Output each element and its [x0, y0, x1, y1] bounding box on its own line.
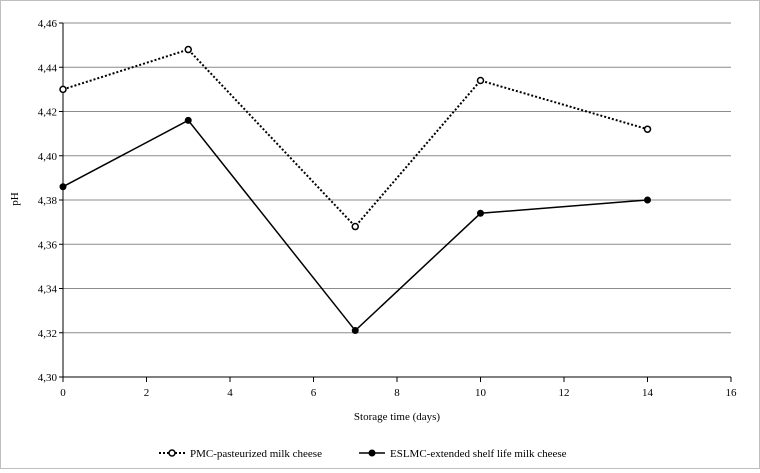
data-point-pmc: [351, 222, 359, 231]
x-tick-label: 2: [144, 387, 150, 399]
data-point-pmc: [643, 125, 652, 133]
y-tick-label: 4,44: [38, 62, 58, 74]
y-tick-labels: 4,30 4,32 4,34 4,36 4,38 4,40 4,42 4,44 4,46: [38, 18, 58, 384]
gridlines: [63, 22, 731, 334]
y-tick-label: 4,40: [38, 151, 58, 163]
legend-label-pmc: PMC-pasteurized milk cheese: [190, 448, 322, 460]
y-tick-label: 4,36: [38, 239, 58, 251]
x-tick-label: 4: [227, 387, 233, 399]
y-tick-label: 4,34: [38, 284, 58, 296]
x-axis-title: Storage time (days): [354, 411, 440, 423]
data-point-eslmc: [184, 116, 192, 124]
series-line-pmc: [62, 48, 648, 229]
legend: PMC-pasteurized milk cheese ESLMC-extend…: [159, 448, 567, 460]
x-tick-label: 0: [60, 387, 66, 399]
data-point-pmc: [476, 76, 485, 85]
x-tick-labels: 0 2 4 6 8 10 12 14 16: [60, 387, 737, 399]
x-tick-label: 6: [311, 387, 317, 399]
x-tick-label: 10: [475, 387, 487, 399]
y-tick-label: 4,38: [38, 195, 58, 207]
data-point-eslmc: [351, 327, 359, 335]
data-point-pmc: [59, 85, 67, 94]
y-axis-title: pH: [9, 192, 21, 206]
y-tick-label: 4,32: [38, 328, 57, 340]
x-tick-label: 12: [559, 387, 570, 399]
data-point-pmc: [184, 45, 192, 54]
axes: [59, 22, 732, 382]
legend-swatch-pmc-marker: [168, 449, 176, 457]
x-tick-label: 16: [726, 387, 738, 399]
series-group: [59, 45, 652, 335]
data-point-eslmc: [477, 209, 484, 217]
legend-label-eslmc: ESLMC-extended shelf life milk cheese: [390, 448, 567, 460]
x-tick-label: 14: [642, 387, 654, 399]
x-tick-label: 8: [394, 387, 400, 399]
y-tick-label: 4,30: [38, 372, 58, 384]
y-tick-label: 4,46: [38, 18, 58, 30]
data-point-eslmc: [59, 183, 67, 191]
legend-swatch-eslmc-marker: [368, 449, 376, 457]
y-tick-label: 4,42: [38, 107, 57, 119]
data-point-eslmc: [644, 196, 651, 204]
